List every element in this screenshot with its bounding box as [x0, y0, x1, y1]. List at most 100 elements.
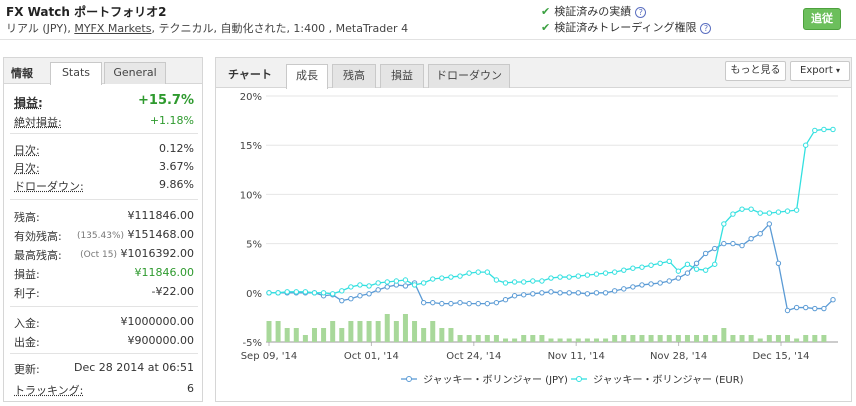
volume-bar	[757, 338, 763, 342]
data-point	[766, 221, 773, 227]
tab-drawdown[interactable]: ドローダウン	[428, 64, 510, 88]
volume-bar	[812, 335, 818, 342]
drawdown-label[interactable]: ドローダウン:	[14, 180, 84, 193]
data-point	[339, 297, 345, 304]
data-point	[648, 281, 654, 287]
daily-row: 日次: 0.12%	[14, 140, 194, 158]
data-point	[402, 283, 409, 289]
data-point	[284, 289, 290, 295]
tab-stats[interactable]: Stats	[50, 62, 102, 85]
volume-bar	[530, 335, 536, 342]
x-tick-label: Nov 11, '14	[548, 351, 605, 362]
broker-link[interactable]: MYFX Markets	[74, 22, 152, 35]
updated-label: 更新:	[14, 363, 40, 376]
volume-bar	[302, 335, 308, 342]
data-point	[693, 260, 700, 266]
data-point	[803, 142, 809, 148]
tab-general[interactable]: General	[104, 62, 166, 84]
data-point	[502, 280, 509, 286]
divider	[10, 133, 198, 134]
legend-marker	[406, 376, 412, 382]
updated-row: 更新: Dec 28 2014 at 06:51	[14, 359, 194, 377]
data-point	[420, 280, 427, 286]
monthly-label[interactable]: 月次:	[14, 162, 40, 175]
data-point	[366, 283, 372, 289]
volume-bar	[457, 335, 463, 342]
volume-bar	[366, 321, 372, 342]
tracking-label[interactable]: トラッキング:	[14, 384, 84, 397]
data-point	[684, 261, 691, 267]
data-point	[648, 262, 654, 268]
tab-balance[interactable]: 残高	[332, 64, 376, 88]
help-icon[interactable]: ?	[700, 22, 712, 34]
equity-value: ¥151468.00	[127, 228, 194, 241]
data-point	[475, 269, 481, 275]
x-tick-label: Dec 15, '14	[752, 351, 809, 362]
data-point	[584, 291, 591, 297]
data-point	[793, 207, 800, 213]
data-point	[548, 275, 554, 281]
data-point	[275, 290, 281, 296]
volume-bar	[730, 335, 736, 342]
profit-row: 損益: ¥11846.00	[14, 264, 194, 282]
data-point	[466, 270, 472, 276]
data-point	[439, 300, 445, 307]
data-point	[666, 258, 672, 265]
data-point	[557, 274, 563, 280]
data-point	[775, 260, 782, 266]
volume-bar	[621, 335, 627, 342]
data-point	[821, 126, 827, 133]
follow-button[interactable]: 追従	[803, 8, 841, 30]
volume-bar	[503, 338, 509, 342]
data-point	[384, 284, 390, 290]
data-point	[821, 305, 827, 312]
info-heading: 情報	[11, 67, 33, 80]
data-point	[748, 206, 754, 212]
growth-chart[interactable]: 20% 15% 10% 5% 0% -5% Sep 09, '14 Oct 01, '14 Oc…	[216, 88, 853, 402]
y-tick-label: 5%	[246, 240, 262, 251]
volume-bar	[493, 335, 499, 342]
tab-profit[interactable]: 損益	[380, 64, 424, 88]
volume-bar	[384, 314, 390, 342]
more-button[interactable]: もっと見る	[725, 61, 786, 81]
help-icon[interactable]: ?	[635, 6, 647, 18]
gain-label[interactable]: 損益:	[14, 96, 43, 110]
daily-label[interactable]: 日次:	[14, 144, 40, 157]
abs-gain-label[interactable]: 絶対損益:	[14, 116, 62, 129]
volume-bar	[785, 335, 791, 342]
data-point	[639, 282, 645, 288]
legend-marker	[576, 376, 582, 382]
verified-track-label: 検証済みの実績	[554, 5, 632, 18]
volume-bar	[266, 321, 272, 342]
data-point	[339, 288, 345, 294]
data-point	[511, 293, 518, 299]
data-point	[366, 291, 372, 297]
volume-bar	[512, 338, 518, 342]
data-point	[311, 290, 318, 296]
export-dropdown[interactable]: Export ▾	[790, 61, 850, 81]
data-point	[448, 274, 454, 280]
check-icon: ✔	[541, 5, 551, 18]
data-point	[730, 211, 736, 217]
daily-value: 0.12%	[159, 142, 194, 155]
data-point	[557, 290, 563, 296]
data-point	[812, 305, 818, 312]
tab-growth[interactable]: 成長	[286, 64, 328, 89]
volume-bar	[466, 335, 472, 342]
volume-bar	[402, 314, 408, 342]
data-point	[593, 290, 600, 296]
data-point	[530, 291, 536, 297]
data-point	[484, 269, 491, 275]
data-point	[430, 276, 436, 282]
verified-trading-privileges: ✔ 検証済みトレーディング権限?	[541, 19, 712, 35]
data-point	[748, 235, 754, 242]
x-tick-label: Nov 28, '14	[650, 351, 707, 362]
legend-label: ジャッキー・ボリンジャー (EUR)	[593, 374, 744, 386]
data-point	[357, 293, 363, 299]
data-point	[593, 271, 600, 277]
volume-bar	[803, 335, 809, 342]
data-point	[757, 231, 763, 237]
account-details: , テクニカル, 自動化された, 1:400 , MetaTrader 4	[151, 22, 409, 35]
chart-panel: チャート 成長 残高 損益 ドローダウン もっと見る Export ▾ 20% 1…	[215, 57, 852, 402]
data-point	[712, 261, 718, 267]
